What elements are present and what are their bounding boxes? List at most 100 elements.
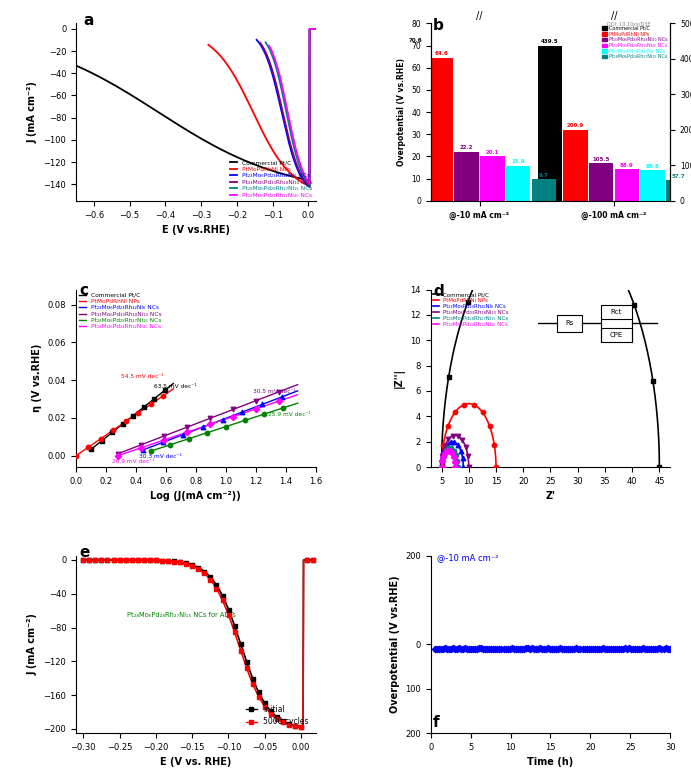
Pt₁₈Mo₆Pd₂₄Rh₁₂Ni₄₀ NCs [247,406,256,415]
Y-axis label: J (mA cm⁻²): J (mA cm⁻²) [28,614,38,675]
Point [642,643,653,655]
Legend: Commercial Pt/C, PtMoPdRhNi NPs, Pt₂₃Mo₆Pd₂₃Rh₄₂Ni₆ NCs, Pt₃₃Mo₆Pd₃₃Rh₁₈Ni₁₀ NCs: Commercial Pt/C, PtMoPdRhNi NPs, Pt₂₃Mo₆… [79,292,161,329]
Pt₁₈Mo₆Pd₂₄Rh₁₂Ni₄₀ NCs [238,409,247,418]
Text: 64.6: 64.6 [434,51,448,56]
Commercial Pt/C [165,382,173,392]
Pt₁₈Mo₆Pd₂₄Rh₁₂Ni₄₀ NCs [206,420,214,429]
X-axis label: Log (J(mA cm⁻²)): Log (J(mA cm⁻²)) [151,491,241,502]
Pt₁₈Mo₆Pd₂₄Rh₁₂Ni₄₀ NCs [266,399,274,409]
Point [447,430,458,442]
Point [120,554,131,566]
Point [627,643,638,655]
Point [307,554,319,566]
Pt₂₃Mo₆Pd₂₃Rh₄₂Ni₆ NCs [171,433,179,442]
PtMoPdRhNi NPs [144,401,153,410]
Point [646,643,657,655]
Text: b: b [433,18,444,33]
PtMoPdRhNi NPs [167,386,175,395]
Point [545,643,556,655]
Point [527,642,538,654]
Pt₃₃Mo₆Pd₃₃Rh₁₈Ni₁₀ NCs [183,423,191,432]
Point [90,554,101,566]
Pt₃₃Mo₆Pd₃₃Rh₁₈Ni₁₀ NCs [261,392,269,402]
Commercial Pt/C [129,411,138,420]
Commercial Pt/C [146,397,154,406]
Pt₂₈Mo₆Pd₂₈Rh₂₇Ni₁₅ NCs [263,408,272,417]
Point [84,554,95,566]
Text: 63.5 mV dec⁻¹: 63.5 mV dec⁻¹ [154,384,196,388]
Point [597,642,608,654]
Point [144,554,155,566]
PtMoPdRhNi NPs [102,431,110,440]
Pt₂₈Mo₆Pd₂₈Rh₂₇Ni₁₅ NCs [200,429,208,438]
Point [437,451,448,463]
Pt₂₃Mo₆Pd₂₃Rh₄₂Ni₆ NCs [290,388,298,397]
Pt₂₈Mo₆Pd₂₈Rh₂₇Ni₁₅ NCs [234,418,242,427]
PtMoPdRhNi NPs [82,444,90,453]
Pt₃₃Mo₆Pd₃₃Rh₁₈Ni₁₀ NCs [464,463,473,472]
Commercial Pt/C [112,424,120,434]
Pt₂₃Mo₆Pd₂₃Rh₄₂Ni₆ NCs [266,397,274,406]
Pt₃₃Mo₆Pd₃₃Rh₁₈Ni₁₀ NCs [114,449,122,459]
Pt₂₃Mo₆Pd₂₃Rh₄₂Ni₆ NCs [459,459,467,469]
Pt₂₃Mo₆Pd₂₃Rh₄₂Ni₆ NCs [159,438,167,447]
Pt₂₈Mo₆Pd₂₈Rh₂₇Ni₁₅ NCs [291,148,299,158]
Pt₁₈Mo₆Pd₂₄Rh₁₂Ni₄₀ NCs [192,424,200,434]
Commercial Pt/C [169,379,178,388]
Point [436,460,447,473]
Commercial Pt/C [123,416,131,425]
Text: 30.5 mV dec⁻¹: 30.5 mV dec⁻¹ [253,389,296,395]
PtMoPdRhNi NPs [109,425,117,434]
Text: a: a [83,13,93,28]
Pt₃₃Mo₆Pd₃₃Rh₁₈Ni₁₀ NCs [252,396,261,406]
Pt₂₃Mo₆Pd₂₃Rh₄₂Ni₆ NCs [140,445,148,455]
Point [78,554,89,566]
Point [217,594,228,607]
Pt₂₃Mo₆Pd₂₃Rh₄₂Ni₆ NCs [202,421,211,431]
Pt₃₃Mo₆Pd₃₃Rh₁₈Ni₁₀ NCs [178,424,187,434]
Pt₂₈Mo₆Pd₂₈Rh₂₇Ni₁₅ NCs [278,403,287,413]
Pt₂₃Mo₆Pd₂₃Rh₄₂Ni₆ NCs [250,402,258,412]
Pt₃₃Mo₆Pd₃₃Rh₁₈Ni₁₀ NCs [128,444,136,453]
Point [102,554,113,566]
Commercial Pt/C [619,274,627,283]
Pt₂₈Mo₆Pd₂₈Rh₂₇Ni₁₅ NCs [454,460,462,470]
Point [618,643,629,655]
Point [472,643,483,655]
Line: Pt₂₈Mo₆Pd₂₈Rh₂₇Ni₁₅ NCs: Pt₂₈Mo₆Pd₂₈Rh₂₇Ni₁₅ NCs [442,448,458,467]
Pt₁₈Mo₆Pd₂₄Rh₁₂Ni₄₀ NCs [310,24,319,34]
Bar [641,170,665,200]
Text: 26.9 mV dec⁻¹: 26.9 mV dec⁻¹ [112,459,155,464]
Pt₂₈Mo₆Pd₂₈Rh₂₇Ni₁₅ NCs [261,37,269,47]
Point [527,211,538,223]
Pt₁₈Mo₆Pd₂₄Rh₁₂Ni₄₀ NCs [451,463,460,472]
Commercial Pt/C [97,436,106,445]
Pt₃₃Mo₆Pd₃₃Rh₁₈Ni₁₀ NCs [256,38,265,48]
Point [106,426,117,438]
Point [86,443,97,456]
PtMoPdRhNi NPs [465,399,473,409]
PtMoPdRhNi NPs [117,420,125,430]
Point [435,643,446,655]
Pt₁₈Mo₆Pd₂₄Rh₁₂Ni₄₀ NCs [437,460,446,470]
Pt₂₃Mo₆Pd₂₃Rh₄₂Ni₆ NCs [223,413,231,423]
Pt₁₈Mo₆Pd₂₄Rh₁₂Ni₄₀ NCs [444,446,453,456]
Point [448,451,459,463]
Pt₂₈Mo₆Pd₂₈Rh₂₇Ni₁₅ NCs [188,433,196,442]
Point [562,643,574,655]
Point [237,406,248,418]
Point [579,643,590,655]
Point [277,402,288,414]
Commercial Pt/C [312,24,320,34]
Bar [614,169,639,200]
Bar [563,129,588,200]
Point [518,643,529,655]
Pt₂₃Mo₆Pd₂₃Rh₄₂Ni₆ NCs [238,407,247,417]
Commercial Pt/C [125,414,133,424]
Pt₃₃Mo₆Pd₃₃Rh₁₈Ni₁₀ NCs [118,447,126,456]
Point [96,554,107,566]
Point [283,718,294,730]
Point [656,643,667,655]
Point [132,554,143,566]
Point [457,643,468,655]
